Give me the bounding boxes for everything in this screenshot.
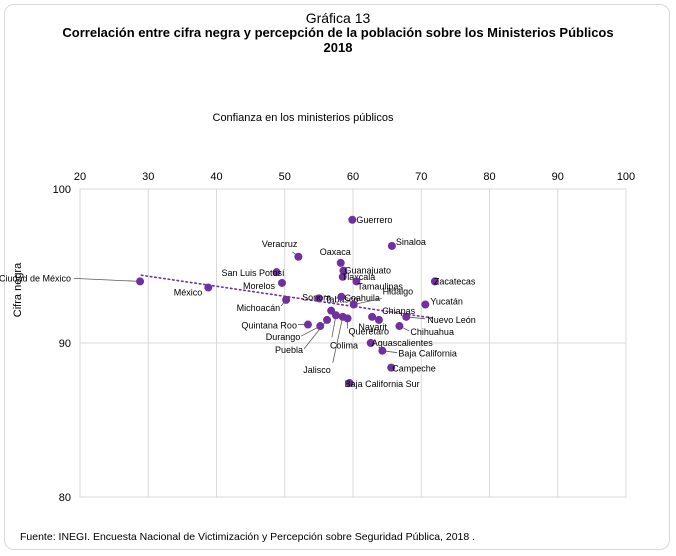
data-point-label: Yucatán	[430, 297, 463, 307]
y-tick-label: 100	[53, 184, 71, 196]
data-point-label: Nayarit	[358, 322, 387, 332]
x-tick-label: 50	[279, 171, 291, 183]
x-tick-label: 60	[347, 171, 359, 183]
x-tick-label: 80	[483, 171, 495, 183]
data-point	[387, 241, 396, 250]
x-tick-label: 40	[210, 171, 222, 183]
data-point	[278, 278, 287, 287]
data-point	[366, 339, 375, 347]
x-tick-label: 100	[617, 171, 635, 183]
data-point-label: Veracruz	[262, 239, 298, 249]
data-point-label: Oaxaca	[320, 247, 351, 257]
data-point-label: Baja California	[398, 349, 457, 359]
data-point	[272, 268, 281, 277]
data-point-label: Nuevo León	[427, 315, 476, 325]
data-point-label: Campeche	[392, 364, 436, 374]
data-point	[343, 314, 352, 323]
leader-line	[353, 298, 382, 305]
data-point-label: Chihuahua	[410, 327, 454, 337]
leader-line	[303, 319, 328, 350]
data-point	[368, 312, 377, 321]
data-point	[204, 283, 213, 292]
data-point-label: Jalisco	[303, 365, 331, 375]
x-tick-label: 90	[552, 171, 564, 183]
data-point-label: Durango	[266, 332, 301, 342]
data-point-label: Zacatecas	[434, 276, 476, 286]
data-point-label: México	[174, 288, 203, 298]
data-point	[294, 252, 303, 261]
data-point	[349, 300, 358, 309]
chart-frame	[4, 4, 670, 550]
x-tick-label: 70	[415, 171, 427, 183]
data-point-label: San Luis Potosí	[222, 268, 286, 278]
x-axis-title: Confianza en los ministerios públicos	[212, 112, 394, 124]
data-point	[331, 311, 340, 320]
figure-number: Gráfica 13	[305, 10, 371, 26]
data-point	[374, 315, 383, 324]
data-point-label: Hidalgo	[383, 287, 414, 297]
x-tick-label: 20	[74, 171, 86, 183]
data-point-label: Tlaxcala	[342, 272, 376, 282]
data-point-label: Baja California Sur	[345, 379, 420, 389]
data-point	[323, 315, 332, 324]
x-tick-label: 30	[142, 171, 154, 183]
data-point	[316, 322, 325, 331]
data-point	[136, 277, 145, 286]
data-point	[336, 258, 345, 267]
data-point	[378, 346, 387, 355]
data-point-label: Sinaloa	[396, 237, 426, 247]
y-tick-label: 80	[59, 492, 71, 504]
data-point-label: Querétaro	[349, 326, 390, 336]
leader-line	[332, 316, 344, 363]
data-point	[352, 277, 361, 286]
data-point-label: Coahuila	[344, 293, 380, 303]
data-point	[402, 312, 411, 321]
data-point	[430, 277, 439, 286]
data-point-label: Sonora	[302, 293, 331, 303]
data-point	[345, 379, 354, 388]
data-point-label: Ciudad de México	[0, 273, 71, 283]
data-point-label: Morelos	[243, 281, 276, 291]
data-point-label: Chiapas	[382, 306, 416, 316]
data-point-label: Puebla	[275, 345, 303, 355]
data-point-label: Colima	[330, 340, 358, 350]
chart-title: Correlación entre cifra negra y percepci…	[0, 25, 676, 55]
data-point	[421, 300, 430, 309]
data-point	[338, 272, 347, 281]
data-point-label: Guanajuato	[344, 266, 391, 276]
chart-title-line2: 2018	[323, 40, 353, 55]
data-point-label: Quintana Roo	[241, 321, 297, 331]
chart-title-line1: Correlación entre cifra negra y percepci…	[62, 25, 614, 40]
data-point-label: Michoacán	[237, 303, 281, 313]
data-point	[348, 215, 357, 224]
data-point	[314, 294, 323, 303]
data-point	[282, 295, 291, 304]
data-point-label: Guerrero	[356, 215, 392, 225]
data-point-label: Tamaulipas	[357, 281, 403, 291]
source-note: Fuente: INEGI. Encuesta Nacional de Vict…	[20, 531, 476, 543]
data-point	[303, 320, 312, 329]
leader-line	[74, 278, 141, 282]
y-tick-label: 90	[59, 338, 71, 350]
data-point	[395, 322, 404, 331]
y-axis-title: Cifra negra	[12, 262, 24, 317]
data-point	[337, 292, 346, 301]
data-point	[339, 266, 348, 275]
data-point	[387, 363, 396, 372]
data-point-label: Aguascalientes	[372, 338, 434, 348]
